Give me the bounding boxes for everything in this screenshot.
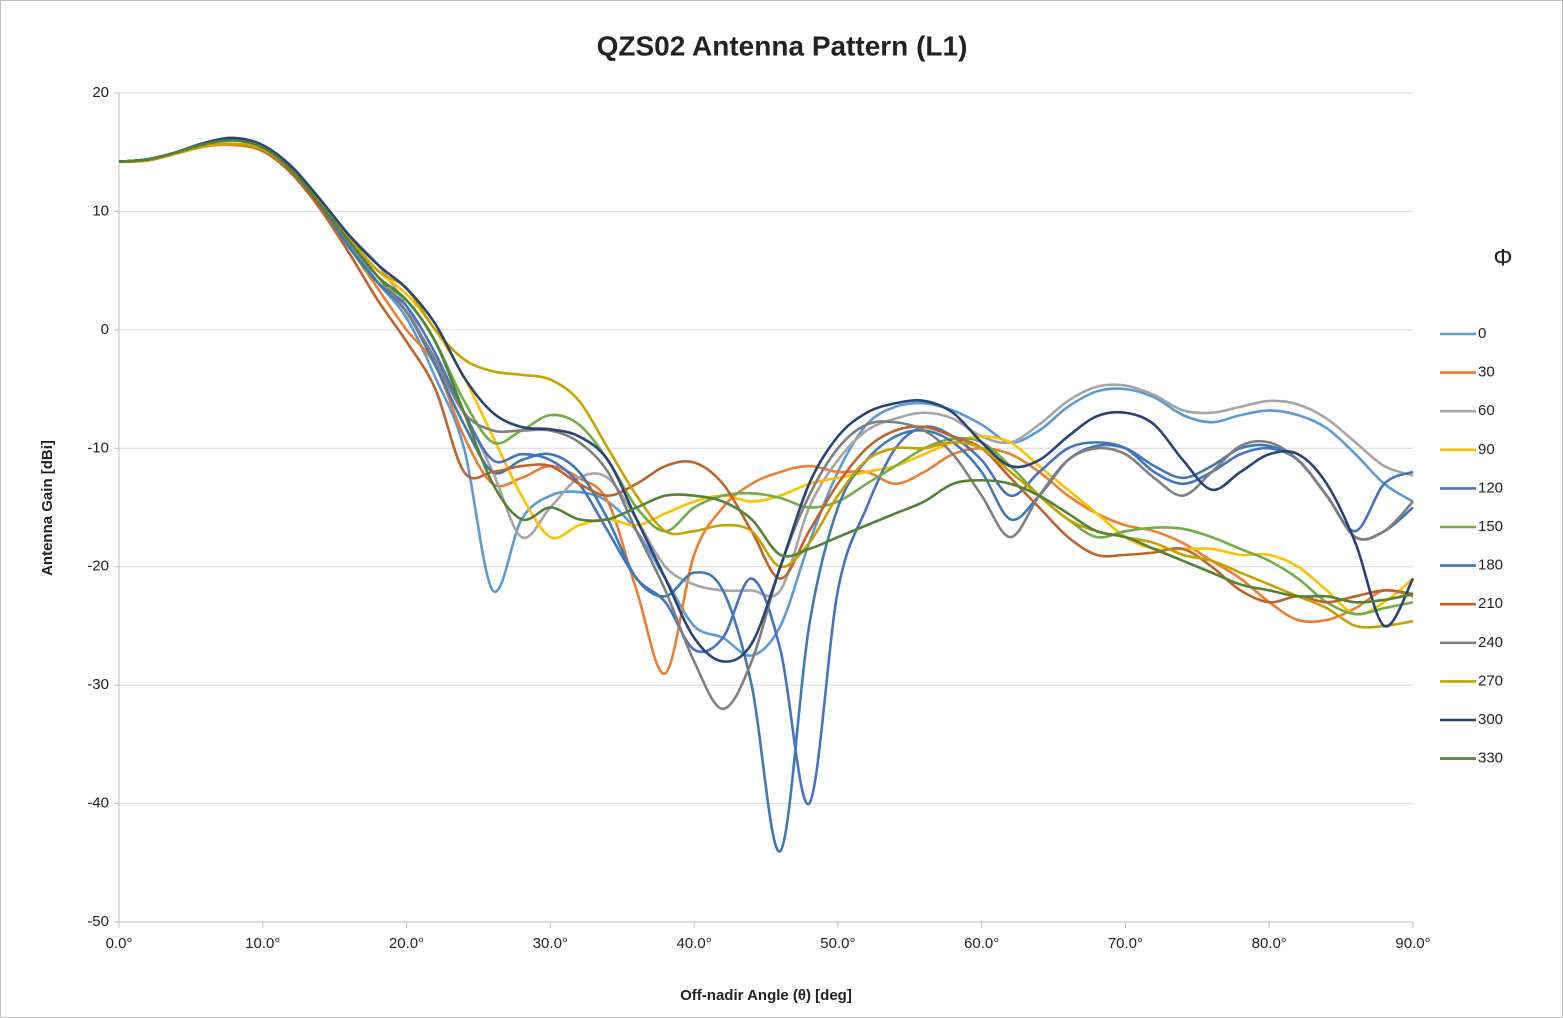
y-tick-label: 0 [101,321,109,338]
series-line [118,142,1414,604]
x-tick-label: 70.0° [1108,935,1143,952]
legend-label: 240 [1478,634,1503,651]
legend-label: 270 [1478,672,1503,689]
y-tick-label: -40 [87,795,109,812]
legend-label: 0 [1478,325,1486,342]
legend-label: 120 [1478,479,1503,496]
y-tick-label: 20 [92,84,109,101]
y-tick-label: -50 [87,913,109,930]
x-axis-title: Off-nadir Angle (θ) [deg] [680,987,852,1004]
y-tick-label: -20 [87,558,109,575]
legend-label: 300 [1478,711,1503,728]
x-tick-label: 0.0° [106,935,133,952]
series-line [118,136,1414,853]
y-tick-label: -30 [87,676,109,693]
x-tick-label: 80.0° [1252,935,1287,952]
x-tick-label: 90.0° [1395,935,1430,952]
y-tick-label: 10 [92,202,109,219]
series-line [118,136,1415,663]
x-tick-label: 60.0° [964,935,999,952]
legend-label: 180 [1478,557,1503,574]
legend-label: 150 [1478,518,1503,535]
series-line [118,138,1414,604]
chart-title: QZS02 Antenna Pattern (L1) [597,30,968,61]
x-tick-label: 40.0° [677,935,712,952]
x-tick-label: 30.0° [533,935,568,952]
legend-title: Φ [1493,244,1512,271]
x-tick-label: 50.0° [820,935,855,952]
legend-label: 330 [1478,750,1503,767]
y-axis-title: Antenna Gain [dBi] [39,440,56,576]
x-tick-label: 20.0° [389,935,424,952]
y-tick-label: -10 [87,439,109,456]
legend-label: 30 [1478,364,1495,381]
legend-label: 210 [1478,595,1503,612]
legend-label: 60 [1478,402,1495,419]
legend-label: 90 [1478,441,1495,458]
x-tick-label: 10.0° [245,935,280,952]
